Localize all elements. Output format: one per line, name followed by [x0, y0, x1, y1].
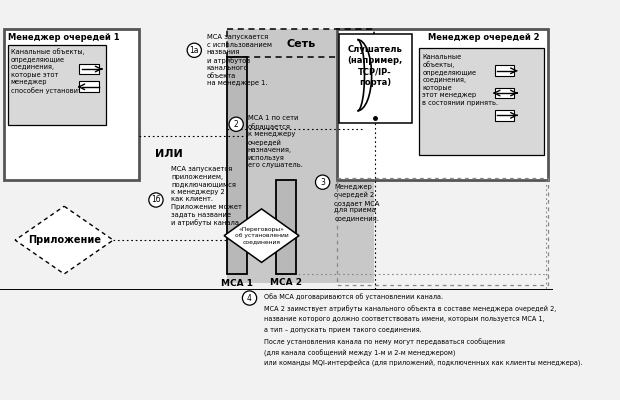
Bar: [277, 180, 296, 274]
Circle shape: [242, 291, 257, 305]
Text: Оба МСА договариваются об установлении канала.: Оба МСА договариваются об установлении к…: [264, 294, 443, 300]
Text: 1а: 1а: [190, 46, 199, 55]
Text: Менеджер очередей 1: Менеджер очередей 1: [8, 33, 120, 42]
Text: (для канала сообщений между 1-м и 2-м менеджером): (для канала сообщений между 1-м и 2-м ме…: [264, 349, 455, 357]
Circle shape: [187, 43, 202, 58]
Circle shape: [316, 175, 330, 189]
Text: Приложение: Приложение: [28, 235, 100, 245]
Text: или команды MQI-интерфейса (для приложений, подключенных как клиенты менеджера).: или команды MQI-интерфейса (для приложен…: [264, 360, 582, 368]
Bar: [495, 88, 514, 98]
Text: Менеджер очередей 2: Менеджер очередей 2: [428, 33, 539, 42]
Text: МСА запускается
приложением,
подключающимся
к менеджеру 2
как клиент.
Приложение: МСА запускается приложением, подключающи…: [171, 166, 242, 226]
Text: МСА 2: МСА 2: [270, 278, 302, 288]
Bar: [495, 110, 514, 121]
Text: Сеть: Сеть: [286, 39, 316, 49]
Text: 4: 4: [247, 294, 252, 302]
Bar: [79, 82, 99, 92]
Text: МСА 1 по сети
обращается
к менеджеру
очередей
назначения,
используя
его слушател: МСА 1 по сети обращается к менеджеру оче…: [248, 115, 303, 168]
Bar: [419, 48, 544, 156]
Text: МСА 2 заимствует атрибуты канального объекта в составе менеджера очередей 2,: МСА 2 заимствует атрибуты канального объ…: [264, 305, 556, 312]
Bar: [337, 29, 548, 180]
Text: Канальные
объекты,
определяющие
соединения,
которые
этот менеджер
в состоянии пр: Канальные объекты, определяющие соединен…: [422, 54, 498, 106]
Bar: [8, 45, 106, 125]
Polygon shape: [15, 206, 113, 274]
Bar: [339, 34, 412, 123]
Text: а тип – допускать прием такого соединения.: а тип – допускать прием такого соединени…: [264, 327, 422, 333]
Circle shape: [149, 193, 163, 207]
Text: ИЛИ: ИЛИ: [156, 149, 183, 159]
Text: МСА запускается
с использованием
названия
и атрибутов
канального
объекта
на мене: МСА запускается с использованием названи…: [206, 34, 272, 86]
Text: «Переговоры»
об установлении
соединения: «Переговоры» об установлении соединения: [235, 227, 288, 244]
Text: 2: 2: [234, 120, 239, 129]
Polygon shape: [224, 209, 299, 262]
Bar: [228, 29, 374, 58]
Text: 3: 3: [320, 178, 325, 187]
Bar: [337, 178, 548, 285]
Bar: [79, 64, 99, 74]
Text: МСА 1: МСА 1: [221, 279, 253, 288]
Text: Менеджер
очередей 2
создает МСА
для приема
соединения.: Менеджер очередей 2 создает МСА для прие…: [334, 184, 379, 221]
Text: Слушатель
(например,
ТСP/IP-
порта): Слушатель (например, ТСP/IP- порта): [348, 45, 403, 87]
Bar: [4, 29, 139, 180]
Text: 1б: 1б: [151, 196, 161, 204]
Text: Канальные объекты,
определяющие
соединения,
которые этот
менеджер
способен устан: Канальные объекты, определяющие соединен…: [11, 48, 87, 94]
Bar: [228, 58, 247, 274]
Circle shape: [229, 117, 243, 131]
Bar: [228, 29, 374, 283]
Bar: [495, 66, 514, 76]
Text: название которого должно соответствовать имени, которым пользуется МСА 1,: название которого должно соответствовать…: [264, 316, 544, 322]
Text: После установления канала по нему могут передаваться сообщения: После установления канала по нему могут …: [264, 338, 505, 345]
